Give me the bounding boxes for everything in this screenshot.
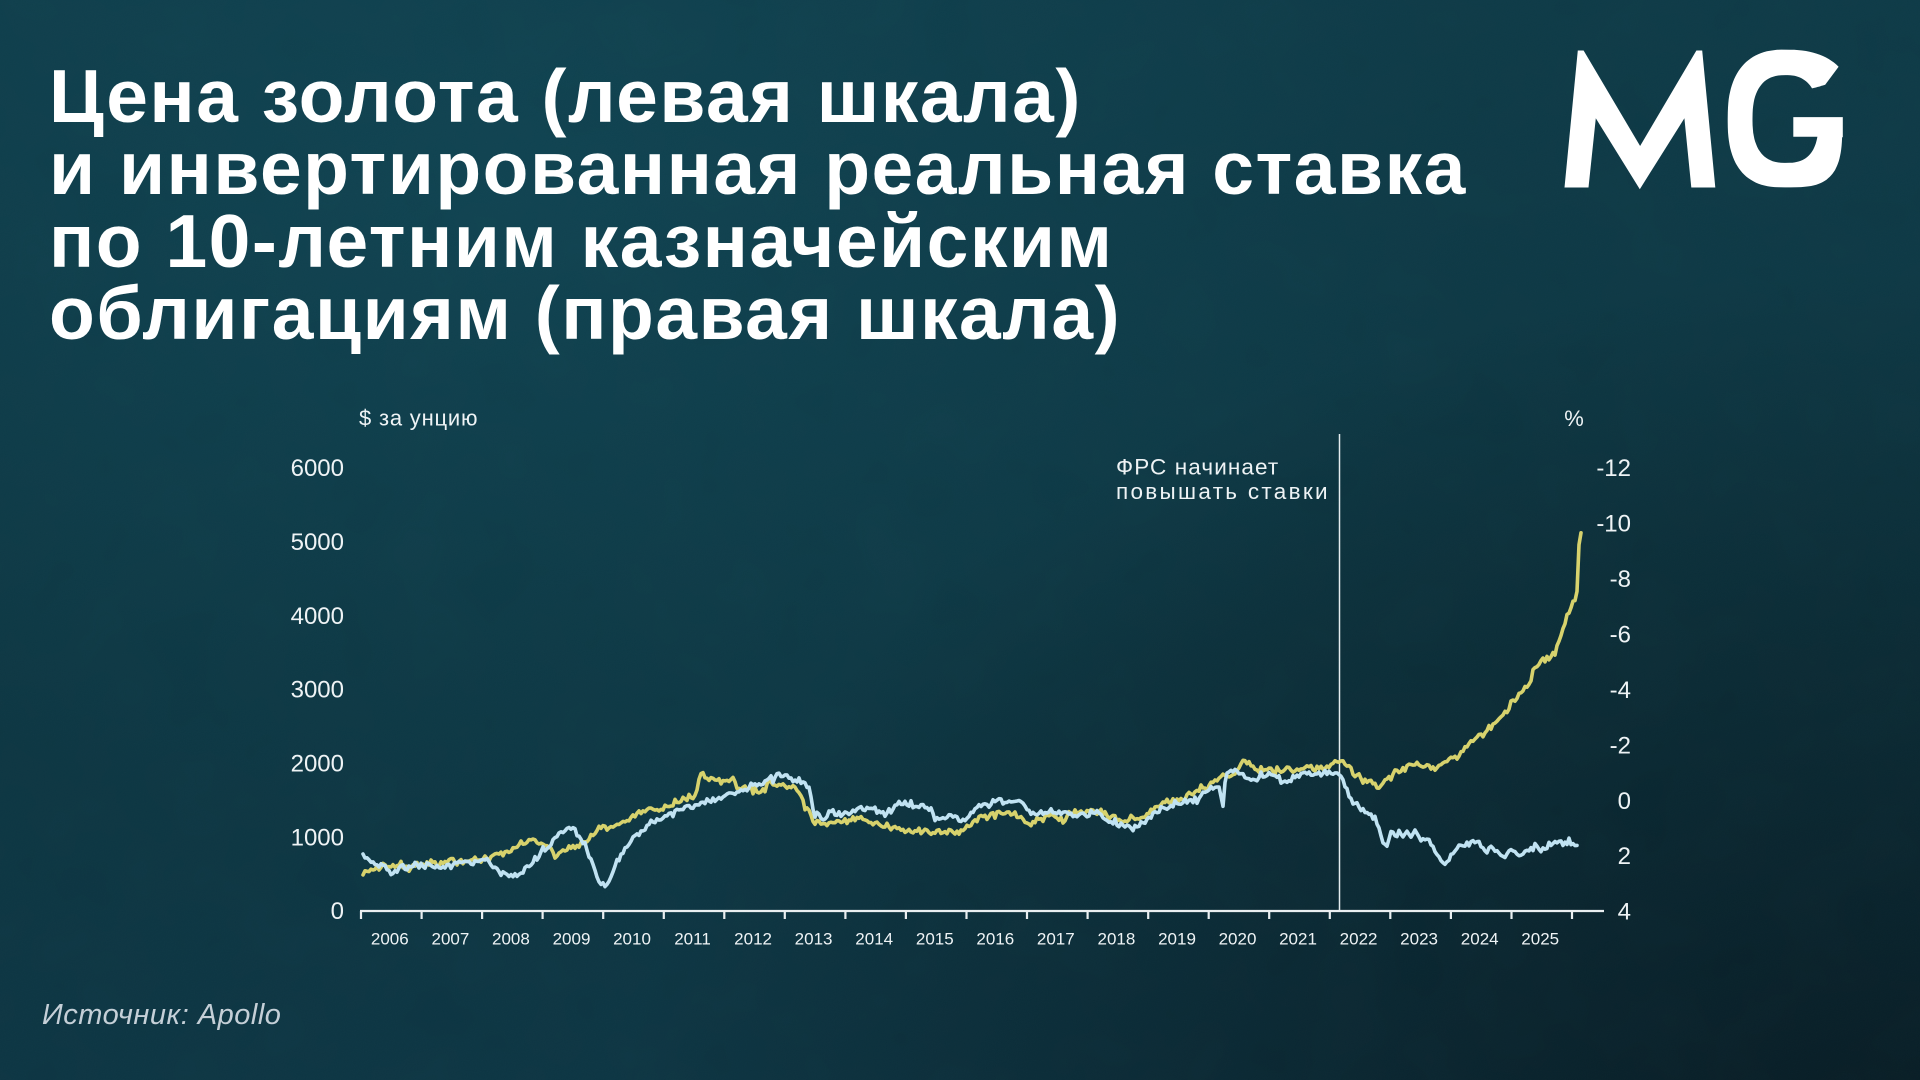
svg-text:2000: 2000 xyxy=(291,750,344,777)
svg-text:5000: 5000 xyxy=(291,529,344,556)
svg-text:2013: 2013 xyxy=(795,930,833,949)
svg-text:2006: 2006 xyxy=(371,930,409,949)
svg-text:0: 0 xyxy=(1618,788,1631,815)
svg-text:2014: 2014 xyxy=(855,930,893,949)
svg-text:2015: 2015 xyxy=(916,930,954,949)
svg-text:2009: 2009 xyxy=(553,930,591,949)
svg-text:2010: 2010 xyxy=(613,930,651,949)
svg-text:4: 4 xyxy=(1618,899,1631,926)
svg-text:2025: 2025 xyxy=(1521,930,1559,949)
svg-text:-12: -12 xyxy=(1596,455,1631,482)
svg-text:2024: 2024 xyxy=(1461,930,1499,949)
svg-text:0: 0 xyxy=(331,898,344,925)
svg-text:повышать ставки: повышать ставки xyxy=(1116,479,1330,504)
svg-text:2019: 2019 xyxy=(1158,930,1196,949)
svg-text:2023: 2023 xyxy=(1400,930,1438,949)
svg-text:ФРС начинает: ФРС начинает xyxy=(1116,455,1279,480)
svg-text:2020: 2020 xyxy=(1219,930,1257,949)
svg-text:-2: -2 xyxy=(1610,732,1631,759)
svg-text:-4: -4 xyxy=(1610,677,1631,704)
svg-text:3000: 3000 xyxy=(291,677,344,704)
svg-text:$ за унцию: $ за унцию xyxy=(359,406,478,431)
svg-text:-10: -10 xyxy=(1596,511,1631,538)
svg-text:2018: 2018 xyxy=(1097,930,1135,949)
svg-text:6000: 6000 xyxy=(291,455,344,482)
svg-text:2012: 2012 xyxy=(734,930,772,949)
svg-text:2: 2 xyxy=(1618,843,1631,870)
svg-text:4000: 4000 xyxy=(291,603,344,630)
svg-text:2016: 2016 xyxy=(976,930,1014,949)
svg-text:2022: 2022 xyxy=(1340,930,1378,949)
svg-text:-6: -6 xyxy=(1610,622,1631,649)
svg-text:-8: -8 xyxy=(1610,566,1631,593)
svg-text:1000: 1000 xyxy=(291,824,344,851)
svg-text:2011: 2011 xyxy=(674,930,711,949)
svg-text:2017: 2017 xyxy=(1037,930,1075,949)
svg-text:2008: 2008 xyxy=(492,930,530,949)
svg-text:2007: 2007 xyxy=(431,930,469,949)
svg-text:%: % xyxy=(1564,406,1584,431)
svg-text:2021: 2021 xyxy=(1279,930,1317,949)
